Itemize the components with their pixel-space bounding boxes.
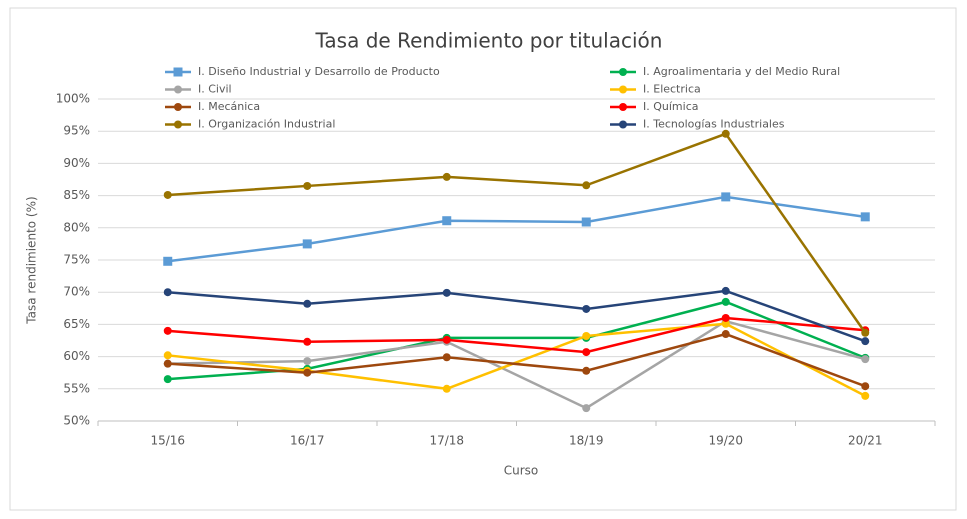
data-point xyxy=(582,331,591,340)
series-line xyxy=(167,289,866,343)
data-point xyxy=(721,319,730,328)
legend-marker xyxy=(619,103,627,111)
y-tick-label: 80% xyxy=(63,220,90,234)
data-point xyxy=(303,181,312,190)
data-point xyxy=(303,357,312,366)
data-point xyxy=(302,239,312,249)
x-tick-label: 20/21 xyxy=(848,434,883,448)
data-point xyxy=(442,172,451,181)
data-point xyxy=(303,299,312,308)
data-point xyxy=(442,353,451,362)
data-point xyxy=(442,216,452,226)
data-point xyxy=(581,217,591,227)
data-point xyxy=(582,366,591,375)
series-line xyxy=(167,195,866,263)
data-point xyxy=(163,326,172,335)
legend-label: I. Electrica xyxy=(643,83,701,96)
chart-title: Tasa de Rendimiento por titulación xyxy=(315,29,663,53)
data-point xyxy=(163,359,172,368)
series-line xyxy=(167,322,866,397)
y-tick-label: 60% xyxy=(63,349,90,363)
data-point xyxy=(442,335,451,344)
legend-label: I. Organización Industrial xyxy=(198,118,335,131)
data-point xyxy=(721,313,730,322)
series-line xyxy=(167,132,867,334)
legend-label: I. Diseño Industrial y Desarrollo de Pro… xyxy=(198,65,440,78)
legend-label: I. Química xyxy=(643,100,698,113)
data-point xyxy=(582,181,591,190)
y-tick-label: 65% xyxy=(63,317,90,331)
data-point xyxy=(721,330,730,339)
y-tick-label: 90% xyxy=(63,156,90,170)
x-tick-label: 15/16 xyxy=(150,434,185,448)
legend-label: I. Tecnologías Industriales xyxy=(643,118,785,131)
data-point xyxy=(163,190,172,199)
y-tick-label: 70% xyxy=(63,285,90,299)
data-point xyxy=(163,288,172,297)
data-point xyxy=(163,351,172,360)
legend-marker xyxy=(174,120,182,129)
x-tick-label: 17/18 xyxy=(429,434,464,448)
x-axis-label: Curso xyxy=(504,464,539,478)
legend-marker xyxy=(619,68,627,76)
y-tick-label: 50% xyxy=(63,414,90,428)
series-line xyxy=(167,316,866,354)
x-tick-label: 16/17 xyxy=(290,434,325,448)
y-tick-label: 100% xyxy=(56,92,90,106)
data-point xyxy=(861,355,870,364)
series-line xyxy=(167,332,866,388)
data-point xyxy=(860,212,870,222)
data-point xyxy=(582,404,591,413)
data-point xyxy=(442,384,451,393)
data-point xyxy=(721,286,730,295)
data-point xyxy=(163,256,173,266)
data-point xyxy=(303,368,312,377)
legend-marker xyxy=(619,85,627,94)
legend-marker xyxy=(173,67,183,77)
data-point xyxy=(721,297,730,306)
data-point xyxy=(721,129,730,138)
legend-marker xyxy=(174,103,182,111)
legend-marker xyxy=(619,120,627,129)
series-line xyxy=(167,319,866,410)
data-point xyxy=(442,288,451,297)
y-axis-label: Tasa rendimiento (%) xyxy=(25,196,39,324)
data-point xyxy=(303,337,312,346)
legend-label: I. Civil xyxy=(198,83,232,96)
y-tick-label: 75% xyxy=(63,253,90,267)
x-tick-label: 19/20 xyxy=(708,434,743,448)
data-point xyxy=(163,375,172,384)
legend-label: I. Agroalimentaria y del Medio Rural xyxy=(643,65,840,78)
x-tick-label: 18/19 xyxy=(569,434,604,448)
y-tick-label: 95% xyxy=(63,124,90,138)
legend-label: I. Mecánica xyxy=(198,100,260,113)
data-point xyxy=(861,382,870,391)
data-point xyxy=(721,192,731,202)
y-tick-label: 85% xyxy=(63,188,90,202)
data-point xyxy=(861,328,870,337)
data-point xyxy=(582,348,591,357)
data-point xyxy=(582,304,591,313)
legend-marker xyxy=(174,85,182,94)
data-point xyxy=(861,391,870,400)
data-point xyxy=(861,337,870,346)
y-tick-label: 55% xyxy=(63,381,90,395)
